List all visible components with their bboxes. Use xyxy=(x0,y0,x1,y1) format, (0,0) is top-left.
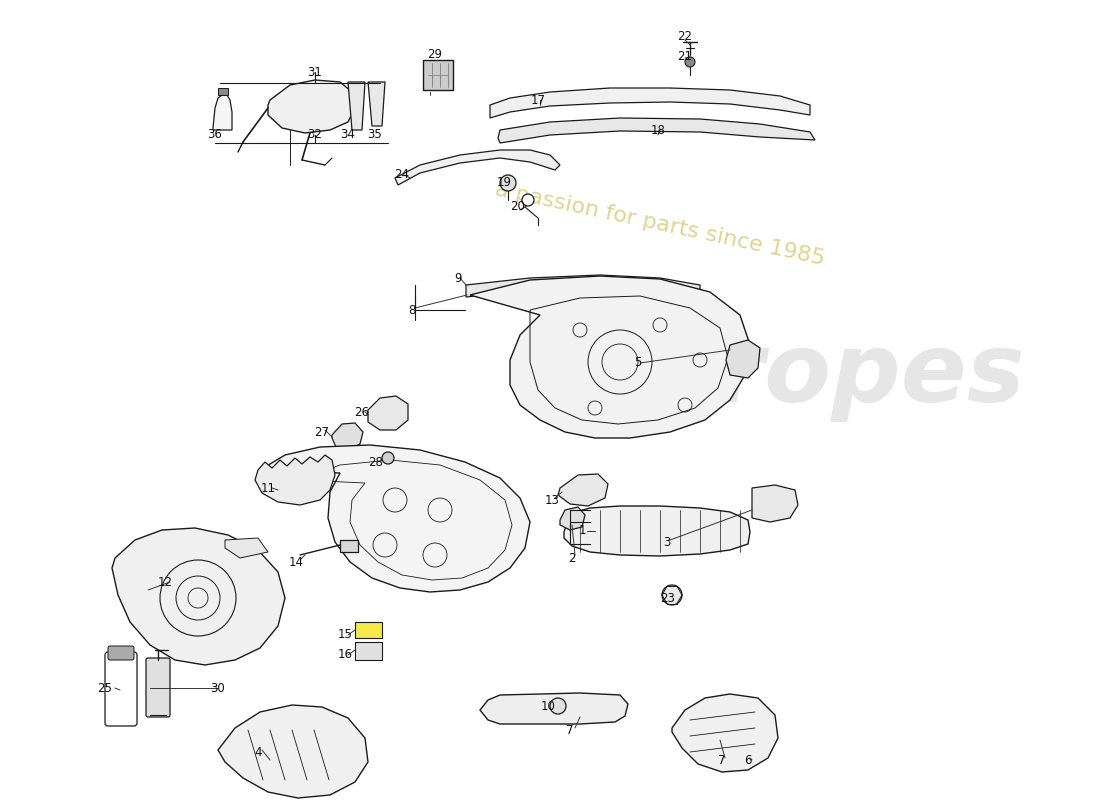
Text: 4: 4 xyxy=(254,746,262,758)
Polygon shape xyxy=(726,340,760,378)
Polygon shape xyxy=(480,693,628,724)
Text: 12: 12 xyxy=(157,575,173,589)
Text: 11: 11 xyxy=(261,482,275,494)
FancyBboxPatch shape xyxy=(108,646,134,660)
Circle shape xyxy=(522,194,534,206)
Text: 16: 16 xyxy=(338,649,352,662)
Text: 7: 7 xyxy=(718,754,726,767)
Text: 21: 21 xyxy=(678,50,693,63)
Polygon shape xyxy=(355,622,382,638)
Text: 30: 30 xyxy=(210,682,225,694)
Text: 13: 13 xyxy=(544,494,560,506)
Text: 2: 2 xyxy=(569,551,575,565)
Circle shape xyxy=(662,585,682,605)
Circle shape xyxy=(500,175,516,191)
Text: 17: 17 xyxy=(530,94,546,106)
Text: 23: 23 xyxy=(661,591,675,605)
Text: 28: 28 xyxy=(368,457,384,470)
Polygon shape xyxy=(368,82,385,126)
Text: 20: 20 xyxy=(510,201,526,214)
Text: 36: 36 xyxy=(208,129,222,142)
Polygon shape xyxy=(395,150,560,185)
Polygon shape xyxy=(558,474,608,506)
Polygon shape xyxy=(340,540,358,552)
Text: 24: 24 xyxy=(395,169,409,182)
Polygon shape xyxy=(355,642,382,660)
Polygon shape xyxy=(424,60,453,90)
FancyBboxPatch shape xyxy=(146,658,170,717)
Polygon shape xyxy=(348,82,365,130)
Text: 26: 26 xyxy=(354,406,370,419)
Text: 10: 10 xyxy=(540,701,556,714)
Polygon shape xyxy=(268,80,355,133)
Circle shape xyxy=(382,452,394,464)
Polygon shape xyxy=(752,485,798,522)
Text: 19: 19 xyxy=(496,177,512,190)
Text: 29: 29 xyxy=(428,49,442,62)
Polygon shape xyxy=(560,507,585,530)
Text: 14: 14 xyxy=(288,557,304,570)
Text: 35: 35 xyxy=(367,129,383,142)
Polygon shape xyxy=(226,538,268,558)
Polygon shape xyxy=(564,506,750,556)
Text: 31: 31 xyxy=(308,66,322,78)
Circle shape xyxy=(550,698,566,714)
Text: 6: 6 xyxy=(745,754,751,767)
Polygon shape xyxy=(672,694,778,772)
Text: 15: 15 xyxy=(338,627,352,641)
Text: 18: 18 xyxy=(650,123,666,137)
Text: 8: 8 xyxy=(408,303,416,317)
Circle shape xyxy=(685,57,695,67)
Polygon shape xyxy=(466,275,700,297)
Polygon shape xyxy=(112,528,285,665)
Polygon shape xyxy=(218,88,228,95)
Text: 3: 3 xyxy=(663,535,671,549)
Text: 5: 5 xyxy=(635,355,641,369)
Polygon shape xyxy=(332,423,363,450)
Text: 22: 22 xyxy=(678,30,693,43)
Text: a passion for parts since 1985: a passion for parts since 1985 xyxy=(493,179,827,269)
Text: 27: 27 xyxy=(315,426,330,438)
Text: 32: 32 xyxy=(308,129,322,142)
Text: 9: 9 xyxy=(454,271,462,285)
Text: 1: 1 xyxy=(579,523,585,537)
Polygon shape xyxy=(498,118,815,143)
Text: europes: europes xyxy=(581,330,1025,422)
Polygon shape xyxy=(368,396,408,430)
Polygon shape xyxy=(260,445,530,592)
Polygon shape xyxy=(218,705,368,798)
Text: 34: 34 xyxy=(341,129,355,142)
Text: 7: 7 xyxy=(566,723,574,737)
FancyBboxPatch shape xyxy=(104,652,138,726)
Text: 25: 25 xyxy=(98,682,112,694)
Polygon shape xyxy=(470,276,750,438)
Polygon shape xyxy=(490,88,810,118)
Polygon shape xyxy=(213,95,232,130)
Polygon shape xyxy=(255,455,336,505)
